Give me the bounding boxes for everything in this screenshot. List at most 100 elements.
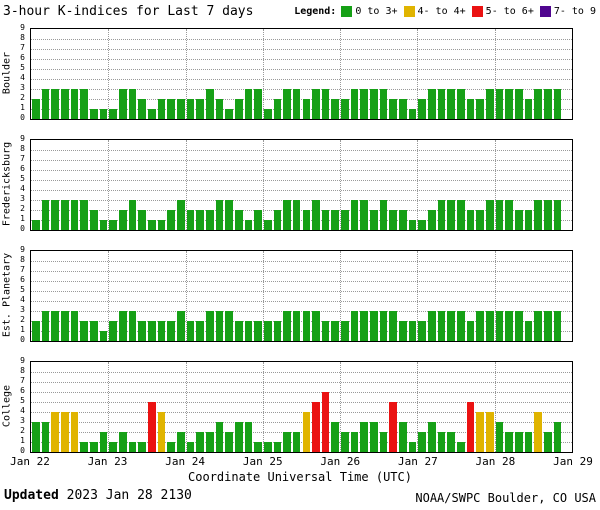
k-index-bar [225, 311, 233, 341]
y-tick-label: 3 [20, 194, 25, 203]
y-tick-label: 1 [20, 436, 25, 445]
v-gridline [494, 29, 496, 119]
k-index-bar [89, 321, 98, 341]
h-gridline [31, 220, 572, 221]
k-index-bar [408, 109, 417, 119]
k-index-bar [360, 200, 369, 230]
h-gridline [31, 271, 572, 272]
legend-item-green: 0 to 3+ [341, 6, 398, 17]
h-gridline [31, 372, 572, 373]
legend: Legend: 0 to 3+ 4- to 4+ 5- to 6+ 7- to … [294, 6, 596, 17]
k-index-bar [138, 210, 146, 230]
legend-item-yellow: 4- to 4+ [403, 6, 466, 17]
k-index-bar [128, 311, 137, 341]
h-gridline [31, 331, 572, 332]
v-gridline [262, 362, 264, 452]
v-gridline [417, 251, 419, 341]
k-index-bar [138, 321, 146, 341]
k-index-bar [99, 331, 108, 341]
h-gridline [31, 412, 572, 413]
k-index-bar [495, 422, 504, 452]
k-index-bar [157, 220, 166, 230]
station-label-boulder: Boulder [1, 51, 13, 95]
k-index-bar [147, 109, 156, 119]
k-index-bar [466, 210, 475, 230]
k-index-bar [379, 200, 388, 230]
k-index-bar [302, 99, 311, 119]
k-index-bar [466, 99, 475, 119]
k-index-bar [283, 200, 291, 230]
k-index-bar [244, 321, 253, 341]
k-index-bar [196, 99, 204, 119]
y-tick-label: 6 [20, 53, 25, 62]
plot-area-college [30, 361, 573, 453]
k-index-bar [370, 89, 378, 119]
y-tick-label: 2 [20, 315, 25, 324]
k-index-bar [457, 311, 465, 341]
k-index-bar [215, 311, 224, 341]
k-index-bar [331, 321, 340, 341]
h-gridline [31, 180, 572, 181]
k-index-bar [321, 210, 330, 230]
x-tick-label: Jan 23 [87, 455, 128, 468]
k-index-bar [215, 200, 224, 230]
green-swatch-icon [341, 6, 353, 17]
k-index-bar [515, 210, 523, 230]
h-gridline [31, 170, 572, 171]
y-tick-label: 0 [20, 113, 25, 122]
k-index-bar [167, 99, 175, 119]
y-tick-label: 9 [20, 23, 25, 32]
k-index-bar [428, 210, 436, 230]
h-gridline [31, 59, 572, 60]
h-gridline [31, 422, 572, 423]
k-index-bar [51, 89, 59, 119]
k-index-bar [80, 200, 88, 230]
k-index-bar [109, 442, 117, 452]
h-gridline [31, 311, 572, 312]
k-index-bar [505, 89, 514, 119]
y-tick-label: 5 [20, 63, 25, 72]
k-index-bar [89, 210, 98, 230]
k-index-bar [157, 412, 166, 452]
chart-title: 3-hour K-indices for Last 7 days [3, 4, 254, 19]
k-index-bar [312, 311, 320, 341]
h-gridline [31, 200, 572, 201]
k-index-bar [99, 432, 108, 452]
h-gridline [31, 89, 572, 90]
legend-item-purple: 7- to 9 [539, 6, 596, 17]
k-index-bar [51, 200, 59, 230]
k-index-bar [234, 422, 243, 452]
updated-timestamp: Updated 2023 Jan 28 2130 [4, 488, 192, 503]
v-gridline [494, 362, 496, 452]
k-index-bar [418, 99, 427, 119]
k-index-bar [341, 321, 349, 341]
k-index-bar [515, 432, 523, 452]
k-index-bar [196, 321, 204, 341]
yellow-swatch-icon [403, 6, 415, 17]
k-index-bar [138, 99, 146, 119]
k-index-bar [51, 412, 59, 452]
k-index-bar [273, 321, 282, 341]
v-gridline [108, 29, 110, 119]
k-index-bar [312, 200, 320, 230]
k-index-bar [254, 210, 262, 230]
station-label-fredericksburg: Fredericksburg [1, 141, 13, 227]
k-index-bar [495, 200, 504, 230]
h-gridline [31, 261, 572, 262]
k-index-bar [196, 210, 204, 230]
updated-value: 2023 Jan 28 2130 [66, 488, 192, 503]
k-index-bar [167, 442, 175, 452]
k-index-bar [476, 412, 485, 452]
k-index-bar [428, 311, 436, 341]
plot-area-est-planetary [30, 250, 573, 342]
k-index-bar [437, 89, 446, 119]
k-index-bar [379, 311, 388, 341]
k-index-bar [225, 432, 233, 452]
k-index-bar [389, 402, 398, 452]
v-gridline [262, 29, 264, 119]
k-index-bar [283, 311, 291, 341]
y-tick-label: 6 [20, 386, 25, 395]
k-index-bar [447, 432, 456, 452]
legend-item-label: 0 to 3+ [355, 6, 398, 17]
